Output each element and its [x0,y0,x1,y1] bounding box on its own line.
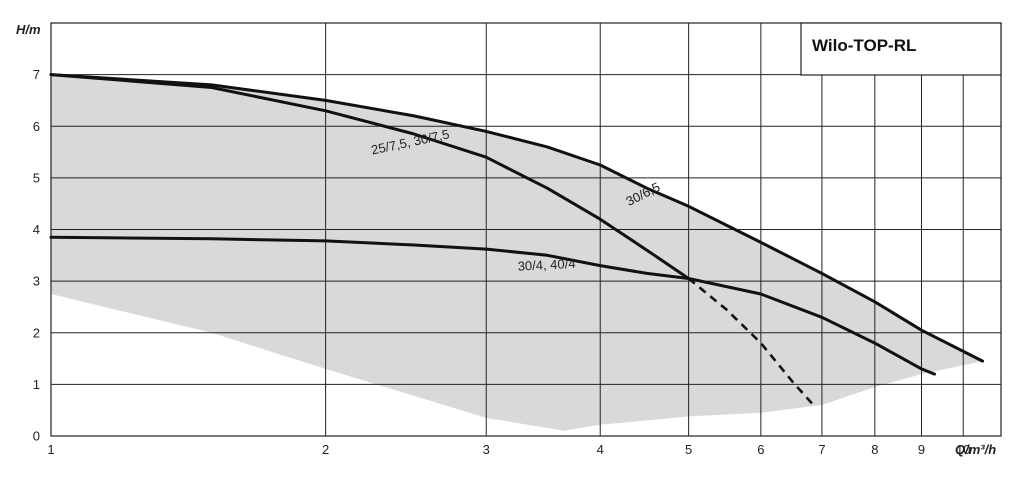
y-tick-label-7: 7 [33,67,40,82]
x-tick-label-9: 9 [918,442,925,457]
series-label-30-4-40-4: 30/4, 40/4 [517,256,576,274]
chart-title: Wilo-TOP-RL [812,36,916,55]
y-tick-label-1: 1 [33,377,40,392]
x-tick-label-4: 4 [597,442,604,457]
y-tick-label-4: 4 [33,222,40,237]
curve-30-4-40-4 [49,235,936,376]
y-tick-label-3: 3 [33,274,40,289]
title-box-frame [800,22,1002,76]
y-axis-title: H/m [16,22,41,37]
title-box: Wilo-TOP-RL [800,22,1002,76]
x-tick-label-5: 5 [685,442,692,457]
x-axis-title: Q/m³/h [955,442,996,457]
x-tick-label-7: 7 [818,442,825,457]
x-tick-label-1: 1 [47,442,54,457]
curve-25-7-5-30-7-5 [49,73,691,280]
x-tick-label-10: 10 [956,442,970,457]
curve-30-6-5 [49,73,985,363]
x-tick-label-6: 6 [757,442,764,457]
y-tick-label-0: 0 [33,429,40,444]
curve-layer [49,73,985,406]
x-tick-label-2: 2 [322,442,329,457]
y-tick-label-2: 2 [33,325,40,340]
curve-25-7-5-30-7-5-extension [687,277,815,406]
x-tick-label-3: 3 [483,442,490,457]
x-tick-label-8: 8 [871,442,878,457]
y-tick-label-5: 5 [33,170,40,185]
y-tick-label-6: 6 [33,119,40,134]
